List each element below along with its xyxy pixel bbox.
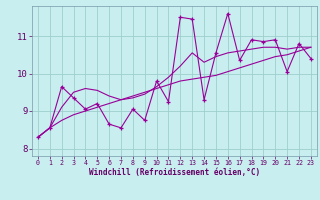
X-axis label: Windchill (Refroidissement éolien,°C): Windchill (Refroidissement éolien,°C): [89, 168, 260, 177]
